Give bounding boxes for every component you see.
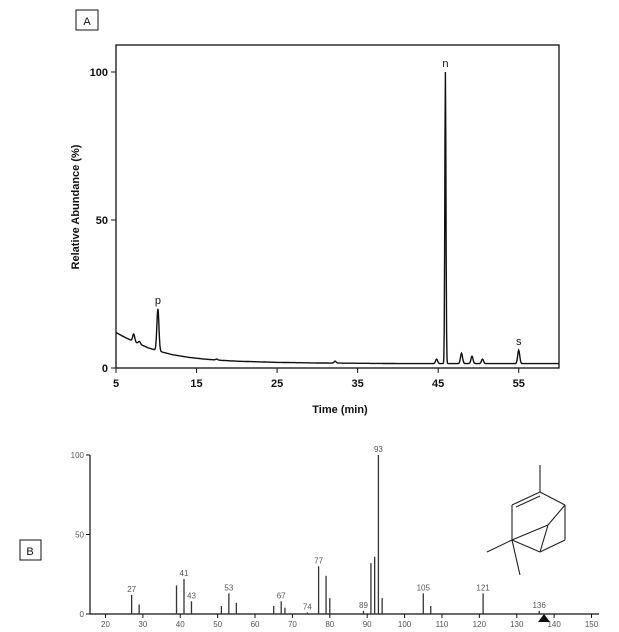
panel-b-label: B — [26, 546, 33, 558]
x-tick-label: 55 — [513, 378, 525, 390]
chromatogram-frame — [115, 44, 560, 369]
mz-tick-label: 80 — [325, 620, 334, 629]
spectrum-bars: 27 41 43 53 67 74 77 89 93 105 121 136 — [127, 445, 546, 614]
spectrum-bar-label: 77 — [314, 556, 323, 565]
spectrum-bar-label: 105 — [417, 583, 431, 592]
x-tick-label: 45 — [432, 378, 444, 390]
spectrum-bar-label: 43 — [187, 591, 196, 600]
mz-tick-label: 70 — [288, 620, 297, 629]
y-axis-label: Relative Abundance (%) — [70, 144, 82, 269]
mz-tick-label: 130 — [510, 620, 524, 629]
x-tick-label: 15 — [190, 378, 202, 390]
mz-tick-label: 60 — [251, 620, 260, 629]
intensity-tick-label: 0 — [80, 610, 85, 619]
spectrum-bar-label: 89 — [359, 601, 368, 610]
mz-tick-label: 120 — [473, 620, 487, 629]
x-axis-label: Time (min) — [312, 404, 368, 416]
spectrum-bar-label: 93 — [374, 445, 383, 454]
y-tick-label: 0 — [102, 363, 108, 375]
x-tick-label: 35 — [352, 378, 364, 390]
x-tick-label: 25 — [271, 378, 283, 390]
spectrum-bar-label: 27 — [127, 585, 136, 594]
spectrum-bar-label: 67 — [277, 591, 286, 600]
mz-tick-label: 40 — [176, 620, 185, 629]
mz-tick-label: 30 — [138, 620, 147, 629]
spectrum-ticks: 20 30 40 50 60 70 80 90 100 110 120 130 140 150 0 50 100 — [71, 451, 599, 629]
mz-tick-label: 50 — [213, 620, 222, 629]
mz-tick-label: 100 — [398, 620, 412, 629]
panel-b-box — [19, 539, 42, 561]
peak-label: n — [442, 58, 448, 70]
mz-tick-label: 90 — [363, 620, 372, 629]
panel-a-label: A — [83, 16, 91, 28]
intensity-tick-label: 50 — [75, 531, 84, 540]
chromatogram-panel: A 5 15 25 35 45 55 0 50 100 p n s Time (min) Relat… — [70, 9, 560, 416]
spectrum-bar-label: 41 — [180, 569, 189, 578]
molecular-ion-marker — [538, 614, 550, 622]
mz-tick-label: 20 — [101, 620, 110, 629]
panel-a-box — [75, 9, 99, 31]
x-tick-label: 5 — [113, 378, 119, 390]
peak-labels: p n s — [155, 58, 522, 348]
intensity-tick-label: 100 — [71, 451, 85, 460]
mass-spectrum-panel: B 20 30 40 50 60 70 80 90 100 110 120 130 140 150 0 50 1… — [19, 445, 599, 629]
peak-label: s — [516, 336, 522, 348]
spectrum-bar-label: 53 — [224, 583, 233, 592]
y-tick-label: 100 — [90, 67, 108, 79]
molecule-structure — [486, 465, 566, 576]
peak-label: p — [155, 295, 161, 307]
chromatogram-axes: 5 15 25 35 45 55 0 50 100 — [90, 67, 525, 390]
spectrum-bar-label: 74 — [303, 602, 312, 611]
y-tick-label: 50 — [96, 215, 108, 227]
mz-tick-label: 150 — [585, 620, 599, 629]
chromatogram-trace — [115, 71, 559, 365]
spectrum-bar-label: 121 — [476, 583, 490, 592]
spectrum-bar-label: 136 — [532, 601, 546, 610]
mz-tick-label: 140 — [547, 620, 561, 629]
mz-tick-label: 110 — [436, 620, 449, 629]
